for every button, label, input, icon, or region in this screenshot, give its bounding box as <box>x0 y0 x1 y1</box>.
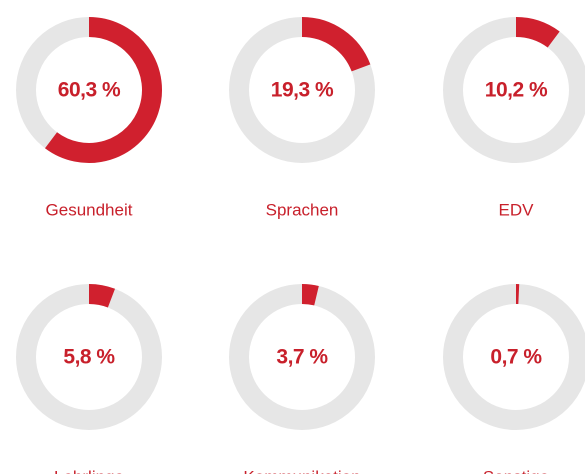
donut-segment <box>45 17 162 163</box>
value-label: 0,7 % <box>490 346 542 369</box>
donut-segment <box>515 17 560 48</box>
category-label: Gesundheit <box>46 200 133 219</box>
value-label: 3,7 % <box>276 346 328 369</box>
category-label: Sprachen <box>266 200 339 219</box>
value-label: 60,3 % <box>58 79 121 102</box>
category-label: Lehrlinge <box>54 467 124 474</box>
donut-segment <box>301 17 371 72</box>
value-label: 10,2 % <box>485 79 548 102</box>
value-label: 19,3 % <box>271 79 334 102</box>
value-label: 5,8 % <box>63 346 115 369</box>
category-label: EDV <box>499 200 535 219</box>
category-label: Sonstige <box>483 467 549 474</box>
category-label: Kommunikation <box>243 467 360 474</box>
donut-segment <box>88 284 116 308</box>
donut-segment <box>301 284 319 306</box>
